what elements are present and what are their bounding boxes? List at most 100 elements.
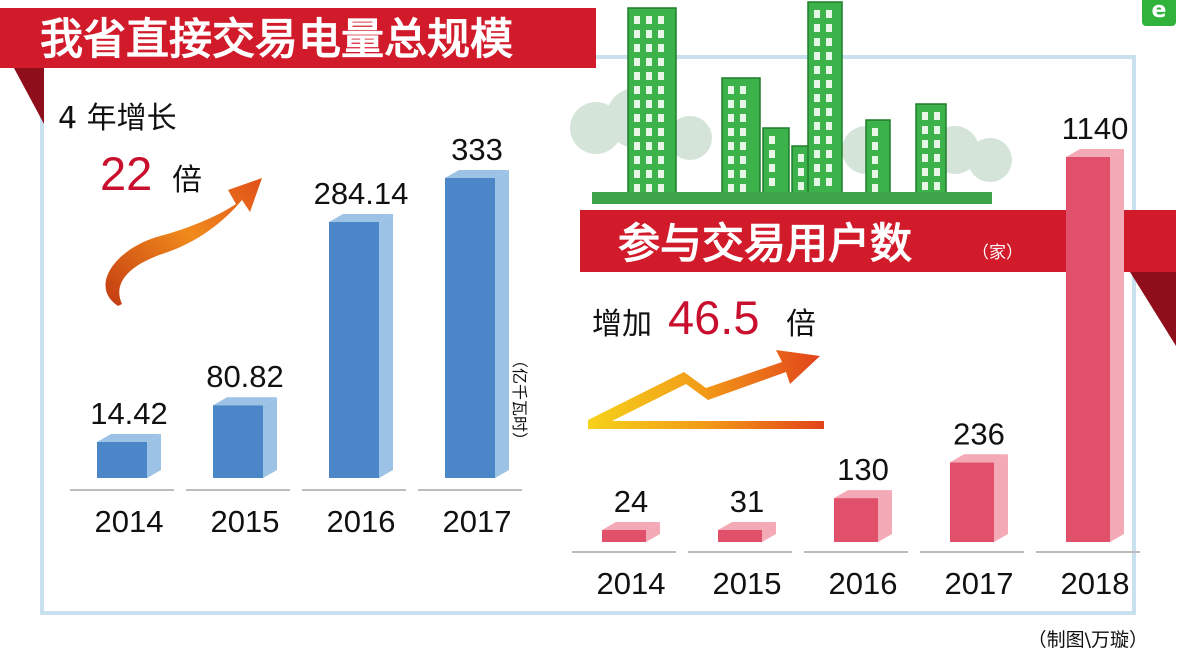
window-icon <box>814 150 820 158</box>
window-icon <box>826 136 832 144</box>
window-icon <box>740 142 746 150</box>
window-icon <box>814 52 820 60</box>
window-icon <box>740 184 746 192</box>
window-icon <box>826 150 832 158</box>
banner-fold-right <box>1130 272 1176 346</box>
right-chart-title: 参与交易用户数 <box>618 219 912 268</box>
growth-value: 22 <box>100 147 152 200</box>
window-icon <box>634 30 640 38</box>
window-icon <box>634 72 640 80</box>
right-growth-arrow-icon <box>588 350 820 428</box>
window-icon <box>769 178 775 186</box>
window-icon <box>922 154 928 162</box>
window-icon <box>658 184 664 192</box>
bar-top <box>213 397 277 406</box>
window-icon <box>634 114 640 122</box>
window-icon <box>646 44 652 52</box>
tree-icon <box>668 116 712 160</box>
bar-side <box>147 434 161 478</box>
window-icon <box>658 86 664 94</box>
window-icon <box>646 100 652 108</box>
window-icon <box>826 24 832 32</box>
chart-title: 我省直接交易电量总规模 <box>40 15 513 65</box>
bar <box>329 214 393 479</box>
window-icon <box>634 128 640 136</box>
right-unit-label: （家） <box>972 243 1023 263</box>
window-icon <box>872 170 878 178</box>
window-icon <box>728 170 734 178</box>
tick-label: 2015 <box>713 566 782 601</box>
bar <box>445 170 509 478</box>
window-icon <box>872 128 878 136</box>
window-icon <box>769 136 775 144</box>
bar-side <box>994 454 1008 542</box>
value-label: 333 <box>451 132 503 167</box>
right-growth-label: 增加 <box>592 307 652 342</box>
window-icon <box>934 126 940 134</box>
bar-side <box>379 214 393 479</box>
window-icon <box>646 156 652 164</box>
window-icon <box>922 140 928 148</box>
window-icon <box>814 136 820 144</box>
window-icon <box>740 156 746 164</box>
city-skyline-icon <box>570 1 1012 204</box>
bar-top <box>718 522 776 530</box>
right-growth-value: 46.5 <box>668 291 759 344</box>
value-label: 14.42 <box>90 396 168 431</box>
window-icon <box>658 44 664 52</box>
window-icon <box>934 112 940 120</box>
window-icon <box>646 72 652 80</box>
tick-label: 2016 <box>327 504 396 539</box>
window-icon <box>740 114 746 122</box>
window-icon <box>826 108 832 116</box>
window-icon <box>646 170 652 178</box>
value-label: 24 <box>614 484 648 519</box>
window-icon <box>814 94 820 102</box>
window-icon <box>814 10 820 18</box>
window-icon <box>658 58 664 66</box>
window-icon <box>922 126 928 134</box>
window-icon <box>658 114 664 122</box>
bar-side <box>878 490 892 542</box>
bar <box>97 434 161 478</box>
window-icon <box>814 38 820 46</box>
window-icon <box>658 170 664 178</box>
window-icon <box>826 164 832 172</box>
window-icon <box>646 184 652 192</box>
window-icon <box>658 100 664 108</box>
window-icon <box>814 164 820 172</box>
window-icon <box>646 16 652 24</box>
tick-label: 2015 <box>211 504 280 539</box>
bar-top <box>1066 149 1124 157</box>
window-icon <box>728 184 734 192</box>
window-icon <box>658 30 664 38</box>
window-icon <box>934 182 940 190</box>
bar-front <box>950 462 994 542</box>
window-icon <box>646 114 652 122</box>
right-arrow-underline <box>588 421 824 429</box>
ground-strip <box>592 192 992 204</box>
right-growth-suffix: 倍 <box>786 307 816 342</box>
window-icon <box>646 128 652 136</box>
right-bar-chart: 24 2014 31 2015 130 2016 236 2017 1140 2018 <box>572 111 1140 601</box>
tick-label: 2018 <box>1061 566 1130 601</box>
bar-top <box>445 170 509 178</box>
bar-top <box>329 214 393 223</box>
value-label: 1140 <box>1062 111 1129 146</box>
window-icon <box>634 170 640 178</box>
building-icon <box>721 77 761 199</box>
bar-top <box>834 490 892 499</box>
window-icon <box>634 58 640 66</box>
window-icon <box>872 142 878 150</box>
window-icon <box>814 80 820 88</box>
tick-label: 2017 <box>945 566 1014 601</box>
window-icon <box>872 156 878 164</box>
growth-suffix: 倍 <box>172 163 202 198</box>
bar-front <box>1066 157 1110 542</box>
window-icon <box>740 86 746 94</box>
window-icon <box>646 58 652 66</box>
window-icon <box>922 168 928 176</box>
building-icon <box>915 103 947 199</box>
